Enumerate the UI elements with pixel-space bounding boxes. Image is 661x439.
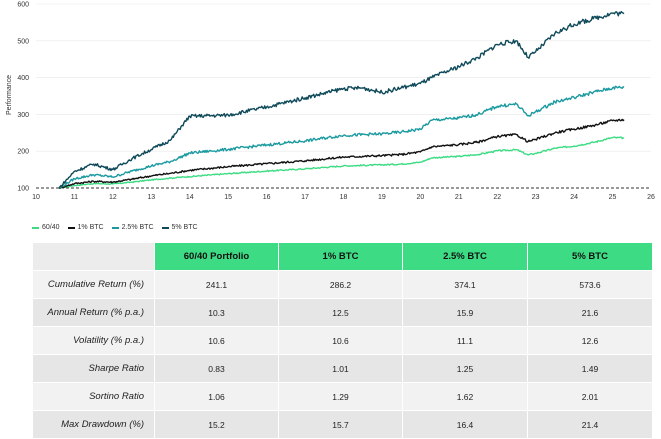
chart-legend: 60/40 1% BTC 2.5% BTC 5% BTC bbox=[32, 224, 198, 231]
header-2-5pct-btc: 2.5% BTC bbox=[402, 242, 528, 271]
legend-swatch-5pct-btc bbox=[161, 226, 169, 229]
performance-chart: 10 11 12 13 14 15 16 17 18 19 20 21 22 23 24 25 26 100 20… bbox=[6, 2, 655, 202]
x-tick-label: 26 bbox=[647, 194, 655, 201]
series-line-1 bbox=[58, 118, 625, 189]
cell-value: 1.06 bbox=[154, 382, 279, 411]
cell-value: 10.6 bbox=[154, 326, 279, 355]
cell-value: 12.5 bbox=[278, 298, 403, 327]
stats-header-row: 60/40 Portfolio 1% BTC 2.5% BTC 5% BTC bbox=[32, 242, 653, 271]
stats-table: 60/40 Portfolio 1% BTC 2.5% BTC 5% BTC C… bbox=[32, 242, 653, 439]
legend-swatch-1pct-btc bbox=[67, 226, 75, 229]
x-tick-label: 16 bbox=[263, 194, 271, 201]
header-1pct-btc: 1% BTC bbox=[278, 242, 403, 271]
series-line-0 bbox=[58, 136, 625, 189]
x-tick-label: 11 bbox=[71, 194, 78, 201]
cell-value: 15.7 bbox=[278, 410, 403, 439]
legend-item-1pct-btc: 1% BTC bbox=[67, 224, 104, 231]
x-tick-label: 24 bbox=[570, 194, 578, 201]
series-line-3 bbox=[58, 10, 625, 189]
table-row: Max Drawdown (%) 15.2 15.7 16.4 21.4 bbox=[32, 410, 653, 439]
cell-value: 1.29 bbox=[278, 382, 403, 411]
x-tick-label: 22 bbox=[493, 194, 501, 201]
cell-value: 16.4 bbox=[402, 410, 528, 439]
cell-value: 286.2 bbox=[278, 270, 403, 299]
table-row: Sharpe Ratio 0.83 1.01 1.25 1.49 bbox=[32, 354, 653, 383]
y-tick-label: 300 bbox=[17, 112, 29, 119]
y-tick-labels: 100 200 300 400 500 600 bbox=[17, 2, 29, 193]
series-lines bbox=[58, 10, 625, 189]
row-label: Cumulative Return (%) bbox=[32, 270, 155, 299]
y-axis-label: Performance bbox=[6, 75, 13, 115]
table-row: Cumulative Return (%) 241.1 286.2 374.1 … bbox=[32, 270, 653, 299]
chart-grid bbox=[36, 3, 651, 152]
x-tick-label: 14 bbox=[186, 194, 194, 201]
x-tick-label: 15 bbox=[224, 194, 232, 201]
x-tick-label: 20 bbox=[416, 194, 424, 201]
legend-label-2-5pct-btc: 2.5% BTC bbox=[121, 224, 154, 231]
x-tick-label: 19 bbox=[378, 194, 386, 201]
header-60-40-portfolio: 60/40 Portfolio bbox=[154, 242, 279, 271]
cell-value: 1.62 bbox=[402, 382, 528, 411]
cell-value: 15.9 bbox=[402, 298, 528, 327]
x-tick-label: 12 bbox=[109, 194, 117, 201]
x-tick-label: 25 bbox=[609, 194, 617, 201]
row-label: Max Drawdown (%) bbox=[32, 410, 155, 439]
cell-value: 12.6 bbox=[527, 326, 653, 355]
row-label: Sortino Ratio bbox=[32, 382, 155, 411]
legend-label-60-40: 60/40 bbox=[42, 224, 60, 231]
cell-value: 1.01 bbox=[278, 354, 403, 383]
y-tick-label: 200 bbox=[17, 149, 29, 156]
series-line-2 bbox=[58, 85, 625, 189]
header-blank bbox=[32, 242, 155, 271]
legend-label-1pct-btc: 1% BTC bbox=[77, 224, 104, 231]
x-tick-label: 13 bbox=[147, 194, 155, 201]
cell-value: 1.25 bbox=[402, 354, 528, 383]
y-tick-label: 600 bbox=[17, 2, 29, 9]
legend-item-60-40: 60/40 bbox=[32, 224, 60, 231]
table-row: Volatility (% p.a.) 10.6 10.6 11.1 12.6 bbox=[32, 326, 653, 355]
cell-value: 10.6 bbox=[278, 326, 403, 355]
cell-value: 21.6 bbox=[527, 298, 653, 327]
y-tick-label: 100 bbox=[17, 186, 29, 193]
cell-value: 15.2 bbox=[154, 410, 279, 439]
cell-value: 1.49 bbox=[527, 354, 653, 383]
x-tick-label: 23 bbox=[532, 194, 540, 201]
header-5pct-btc: 5% BTC bbox=[527, 242, 653, 271]
table-row: Annual Return (% p.a.) 10.3 12.5 15.9 21… bbox=[32, 298, 653, 327]
legend-swatch-60-40 bbox=[32, 226, 39, 229]
y-tick-label: 400 bbox=[17, 75, 29, 82]
x-tick-label: 17 bbox=[301, 194, 309, 201]
x-tick-labels: 10 11 12 13 14 15 16 17 18 19 20 21 22 23 24 25 26 bbox=[32, 194, 655, 201]
legend-item-5pct-btc: 5% BTC bbox=[161, 224, 198, 231]
row-label: Sharpe Ratio bbox=[32, 354, 155, 383]
y-tick-label: 500 bbox=[17, 38, 29, 45]
x-tick-label: 18 bbox=[340, 194, 348, 201]
legend-swatch-2-5pct-btc bbox=[111, 226, 119, 229]
legend-label-5pct-btc: 5% BTC bbox=[171, 224, 198, 231]
cell-value: 21.4 bbox=[527, 410, 653, 439]
cell-value: 241.1 bbox=[154, 270, 279, 299]
x-tick-label: 10 bbox=[32, 194, 40, 201]
cell-value: 2.01 bbox=[527, 382, 653, 411]
legend-item-2-5pct-btc: 2.5% BTC bbox=[111, 224, 154, 231]
row-label: Annual Return (% p.a.) bbox=[32, 298, 155, 327]
row-label: Volatility (% p.a.) bbox=[32, 326, 155, 355]
cell-value: 374.1 bbox=[402, 270, 528, 299]
x-tick-label: 21 bbox=[455, 194, 463, 201]
cell-value: 0.83 bbox=[154, 354, 279, 383]
cell-value: 10.3 bbox=[154, 298, 279, 327]
table-row: Sortino Ratio 1.06 1.29 1.62 2.01 bbox=[32, 382, 653, 411]
cell-value: 573.6 bbox=[527, 270, 653, 299]
cell-value: 11.1 bbox=[402, 326, 528, 355]
